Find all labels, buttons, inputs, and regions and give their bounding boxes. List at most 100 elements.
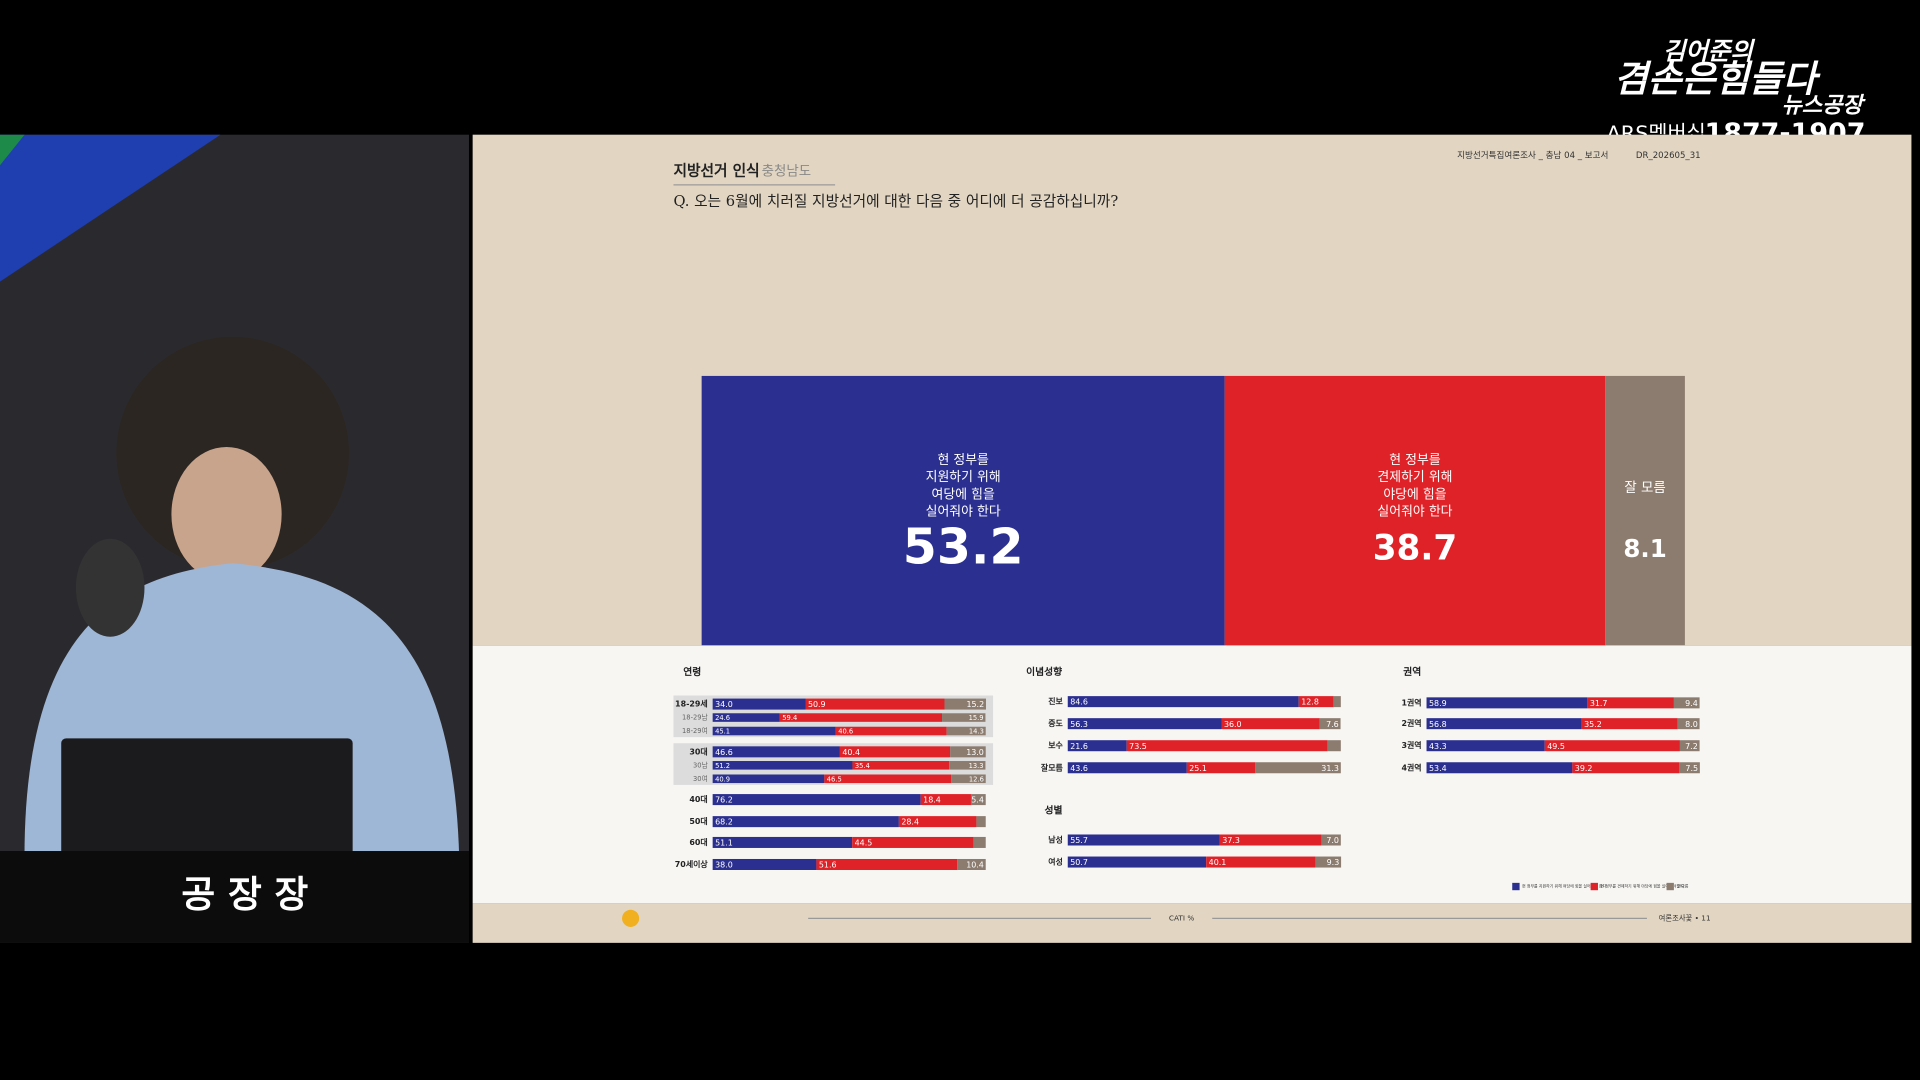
bar-segment [942,713,986,722]
bar-segment [712,761,853,770]
bar-segment [1067,740,1127,752]
bar-segment [1067,856,1207,868]
bar-segment [1426,762,1573,774]
group-title: 연령 [683,666,701,678]
value-label: 40.6 [838,728,853,736]
bar-segment [816,858,958,870]
value-label: 56.3 [1070,720,1088,729]
bar-segment [1067,762,1187,774]
value-label: 68.2 [715,818,733,827]
value-label: 76.2 [715,796,733,805]
report-label: 지방선거특집여론조사 _ 충남 04 _ 보고서 [1457,149,1608,161]
value-label: 51.6 [819,861,837,870]
main-segment [1605,375,1685,646]
method: CATI % [1169,913,1195,922]
bar-segment [898,816,977,828]
bar-segment [805,698,945,710]
bar-segment [1426,697,1588,709]
group-title: 이념성향 [1026,665,1062,678]
row-label: 진보 [1048,696,1063,706]
laptop [61,738,353,861]
value-label: 53.2 [903,518,1024,575]
value-label: 44.5 [855,839,873,848]
row-label: 50대 [689,816,707,826]
bar-segment [1572,762,1680,774]
value-label: 18.4 [923,796,941,805]
row-label: 보수 [1048,741,1063,750]
bar-segment [712,774,825,784]
bar-segment [976,816,986,828]
value-label: 24.6 [715,714,730,722]
bar-segment [1327,740,1341,752]
value-label: 51.2 [715,762,730,770]
value-label: 13.3 [969,762,984,770]
bar-segment [852,836,974,848]
bar-segment [973,836,986,848]
bar-segment [957,858,986,870]
main-segment [1224,375,1606,646]
bar-segment [1186,762,1256,774]
value-label: 12.6 [969,775,984,783]
value-label: 40.4 [842,748,860,757]
group-title: 권역 [1403,665,1421,678]
value-label: 40.1 [1209,858,1227,867]
bar-segment [1587,697,1674,709]
value-label: 56.8 [1429,720,1447,729]
bar-segment [852,761,950,770]
logo-line: 겸손은힘들다 [1614,57,1821,100]
studio-panel [0,134,221,282]
bar-segment [946,726,986,736]
desk-sign: 공 장 장 [181,873,308,916]
bar-segment [1426,718,1582,730]
bar-segment [1581,718,1678,730]
segment-label-box: 현 정부를 견제하기 위해 야당에 힘을 실어줘야 한다 [1377,453,1452,519]
value-label: 10.4 [966,861,984,870]
bar-segment [1321,834,1341,846]
value-label: 31.7 [1590,699,1608,708]
value-label: 53.4 [1429,764,1447,773]
row-label: 2권역 [1401,718,1421,728]
row-label: 60대 [689,837,707,847]
segment-label-box: 잘 모름 [1624,480,1665,496]
row-label: 3권역 [1401,740,1421,750]
bar-segment [951,774,986,784]
value-label: 12.8 [1301,698,1319,707]
value-label: 40.9 [715,775,730,783]
bar-segment [1067,834,1220,846]
value-label: 9.4 [1685,699,1698,708]
bar-segment [1426,740,1545,752]
value-label: 13.0 [966,748,984,757]
logo-line: 김어준의 [1663,37,1756,66]
row-label: 40대 [689,794,707,804]
doc-id: DR_202605_31 [1636,151,1701,161]
bar-segment [1126,740,1328,752]
row-label: 1권역 [1401,697,1421,707]
segment-label-box: 현 정부를 지원하기 위해 여당에 힘을 실어줘야 한다 [925,453,1001,520]
value-label: 15.9 [969,714,984,722]
value-label: 38.0 [715,861,733,870]
legend-swatch [1512,882,1520,891]
value-label: 5.4 [971,796,984,805]
value-label: 37.3 [1222,836,1240,845]
bar-segment [1298,696,1334,708]
segment-label: 현 정부를 지원하기 위해 여당에 힘을 실어줘야 한다 [925,453,1001,520]
value-label: 51.1 [715,839,733,848]
bar-segment [1067,718,1222,730]
bar-segment [779,713,943,722]
value-label: 39.2 [1575,764,1593,773]
desk [0,851,469,943]
bar-segment [1315,856,1342,868]
value-label: 25.1 [1189,764,1207,773]
bar-segment [1255,762,1341,774]
bar-segment [1679,740,1700,752]
question: Q. 오는 6월에 치러질 지방선거에 대한 다음 중 어디에 더 공감하십니까… [673,193,1118,210]
bar-segment [839,746,951,758]
bar-segment [1673,697,1700,709]
row-label: 18-29세 [675,699,708,709]
bar-segment [712,698,806,710]
bar-segment [1221,718,1320,730]
row-label: 여성 [1048,857,1063,867]
value-label: 58.9 [1429,699,1447,708]
value-label: 34.0 [715,700,733,709]
